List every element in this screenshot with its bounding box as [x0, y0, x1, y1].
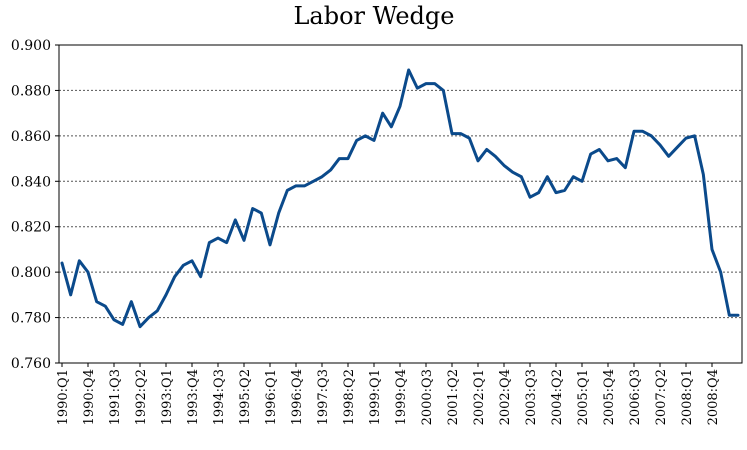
y-tick-label: 0.780 — [11, 311, 51, 327]
x-tick-label: 1997:Q3 — [316, 369, 331, 425]
x-tick-label: 2005:Q4 — [602, 369, 617, 425]
x-tick-label: 1999:Q4 — [394, 369, 409, 425]
y-tick-label: 0.800 — [11, 265, 51, 281]
x-tick-label: 1998:Q2 — [342, 369, 357, 425]
x-tick-label: 1999:Q1 — [368, 369, 383, 425]
x-tick-label: 2000:Q3 — [420, 369, 435, 425]
y-tick-label: 0.860 — [11, 129, 51, 145]
x-tick-label: 2007:Q2 — [654, 369, 669, 425]
x-tick-label: 1996:Q4 — [290, 369, 305, 425]
y-tick-label: 0.760 — [11, 356, 51, 372]
x-tick-label: 2002:Q1 — [472, 369, 487, 425]
x-tick-label: 2008:Q4 — [706, 369, 721, 425]
x-tick-label: 2002:Q4 — [498, 369, 513, 425]
x-tick-label: 1995:Q2 — [238, 369, 253, 425]
x-tick-label: 2008:Q1 — [680, 369, 695, 425]
x-tick-label: 1993:Q4 — [186, 369, 201, 425]
labor-wedge-series-line — [60, 68, 740, 329]
x-tick-label: 1990:Q4 — [82, 369, 97, 425]
x-tick-label: 1996:Q1 — [264, 369, 279, 425]
y-tick-label: 0.900 — [11, 38, 51, 54]
y-tick-label: 0.880 — [11, 83, 51, 99]
chart-title: Labor Wedge — [293, 2, 454, 30]
x-tick-label: 2003:Q3 — [524, 369, 539, 425]
y-axis-ticks: 0.760 0.780 0.800 0.820 0.840 0.860 0.880 0.900 — [11, 38, 59, 372]
x-tick-label: 2006:Q3 — [628, 369, 643, 425]
x-tick-label: 1990:Q1 — [56, 369, 71, 425]
x-tick-label: 1994:Q3 — [212, 369, 227, 425]
x-tick-label: 2005:Q1 — [576, 369, 591, 425]
gridlines — [59, 89, 742, 319]
x-tick-label: 1993:Q1 — [160, 369, 175, 425]
y-tick-label: 0.820 — [11, 220, 51, 236]
plot-frame — [58, 44, 743, 364]
y-tick-label: 0.840 — [11, 174, 51, 190]
x-axis-ticks: 1990:Q1 1990:Q4 1991:Q3 1992:Q2 1993:Q1 1993:… — [56, 363, 721, 425]
x-tick-label: 2001:Q2 — [446, 369, 461, 425]
x-tick-label: 2004:Q2 — [550, 369, 565, 425]
x-tick-label: 1992:Q2 — [134, 369, 149, 425]
x-tick-label: 1991:Q3 — [108, 369, 123, 425]
